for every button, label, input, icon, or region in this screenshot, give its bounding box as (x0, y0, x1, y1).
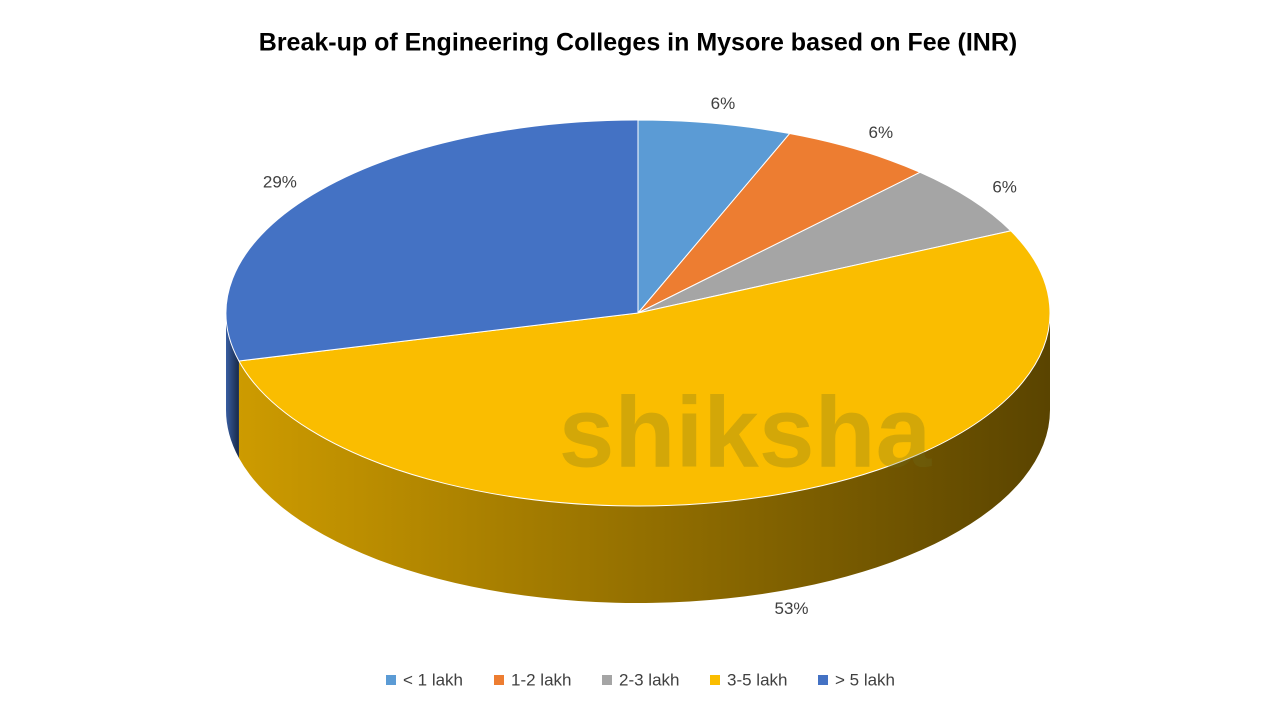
pie (225, 119, 1051, 603)
pie-slice (225, 119, 639, 362)
pie-slice (238, 230, 1051, 507)
legend: < 1 lakh 1-2 lakh 2-3 lakh 3-5 lakh > 5 lakh (386, 670, 895, 689)
watermark: shiksha (559, 376, 933, 488)
legend-swatch (494, 675, 504, 685)
pie-slice (637, 119, 791, 315)
data-label: 6% (711, 94, 736, 113)
legend-label: 2-3 lakh (619, 670, 679, 689)
legend-swatch (386, 675, 396, 685)
chart-title: Break-up of Engineering Colleges in Myso… (259, 29, 1017, 57)
data-label: 6% (869, 123, 894, 142)
legend-label: < 1 lakh (403, 670, 463, 689)
legend-swatch (710, 675, 720, 685)
legend-label: 1-2 lakh (511, 670, 571, 689)
data-label: 29% (263, 172, 297, 191)
data-label: 6% (992, 178, 1017, 197)
legend-swatch (818, 675, 828, 685)
pie-slice (637, 171, 1012, 314)
pie-slice (637, 133, 922, 314)
data-label: 53% (775, 599, 809, 618)
legend-label: 3-5 lakh (727, 670, 787, 689)
labels: 6% 6% 6% 53% 29% (263, 94, 1017, 618)
legend-label: > 5 lakh (835, 670, 895, 689)
legend-swatch (602, 675, 612, 685)
pie-side (226, 313, 239, 458)
pie-side (238, 313, 1051, 603)
